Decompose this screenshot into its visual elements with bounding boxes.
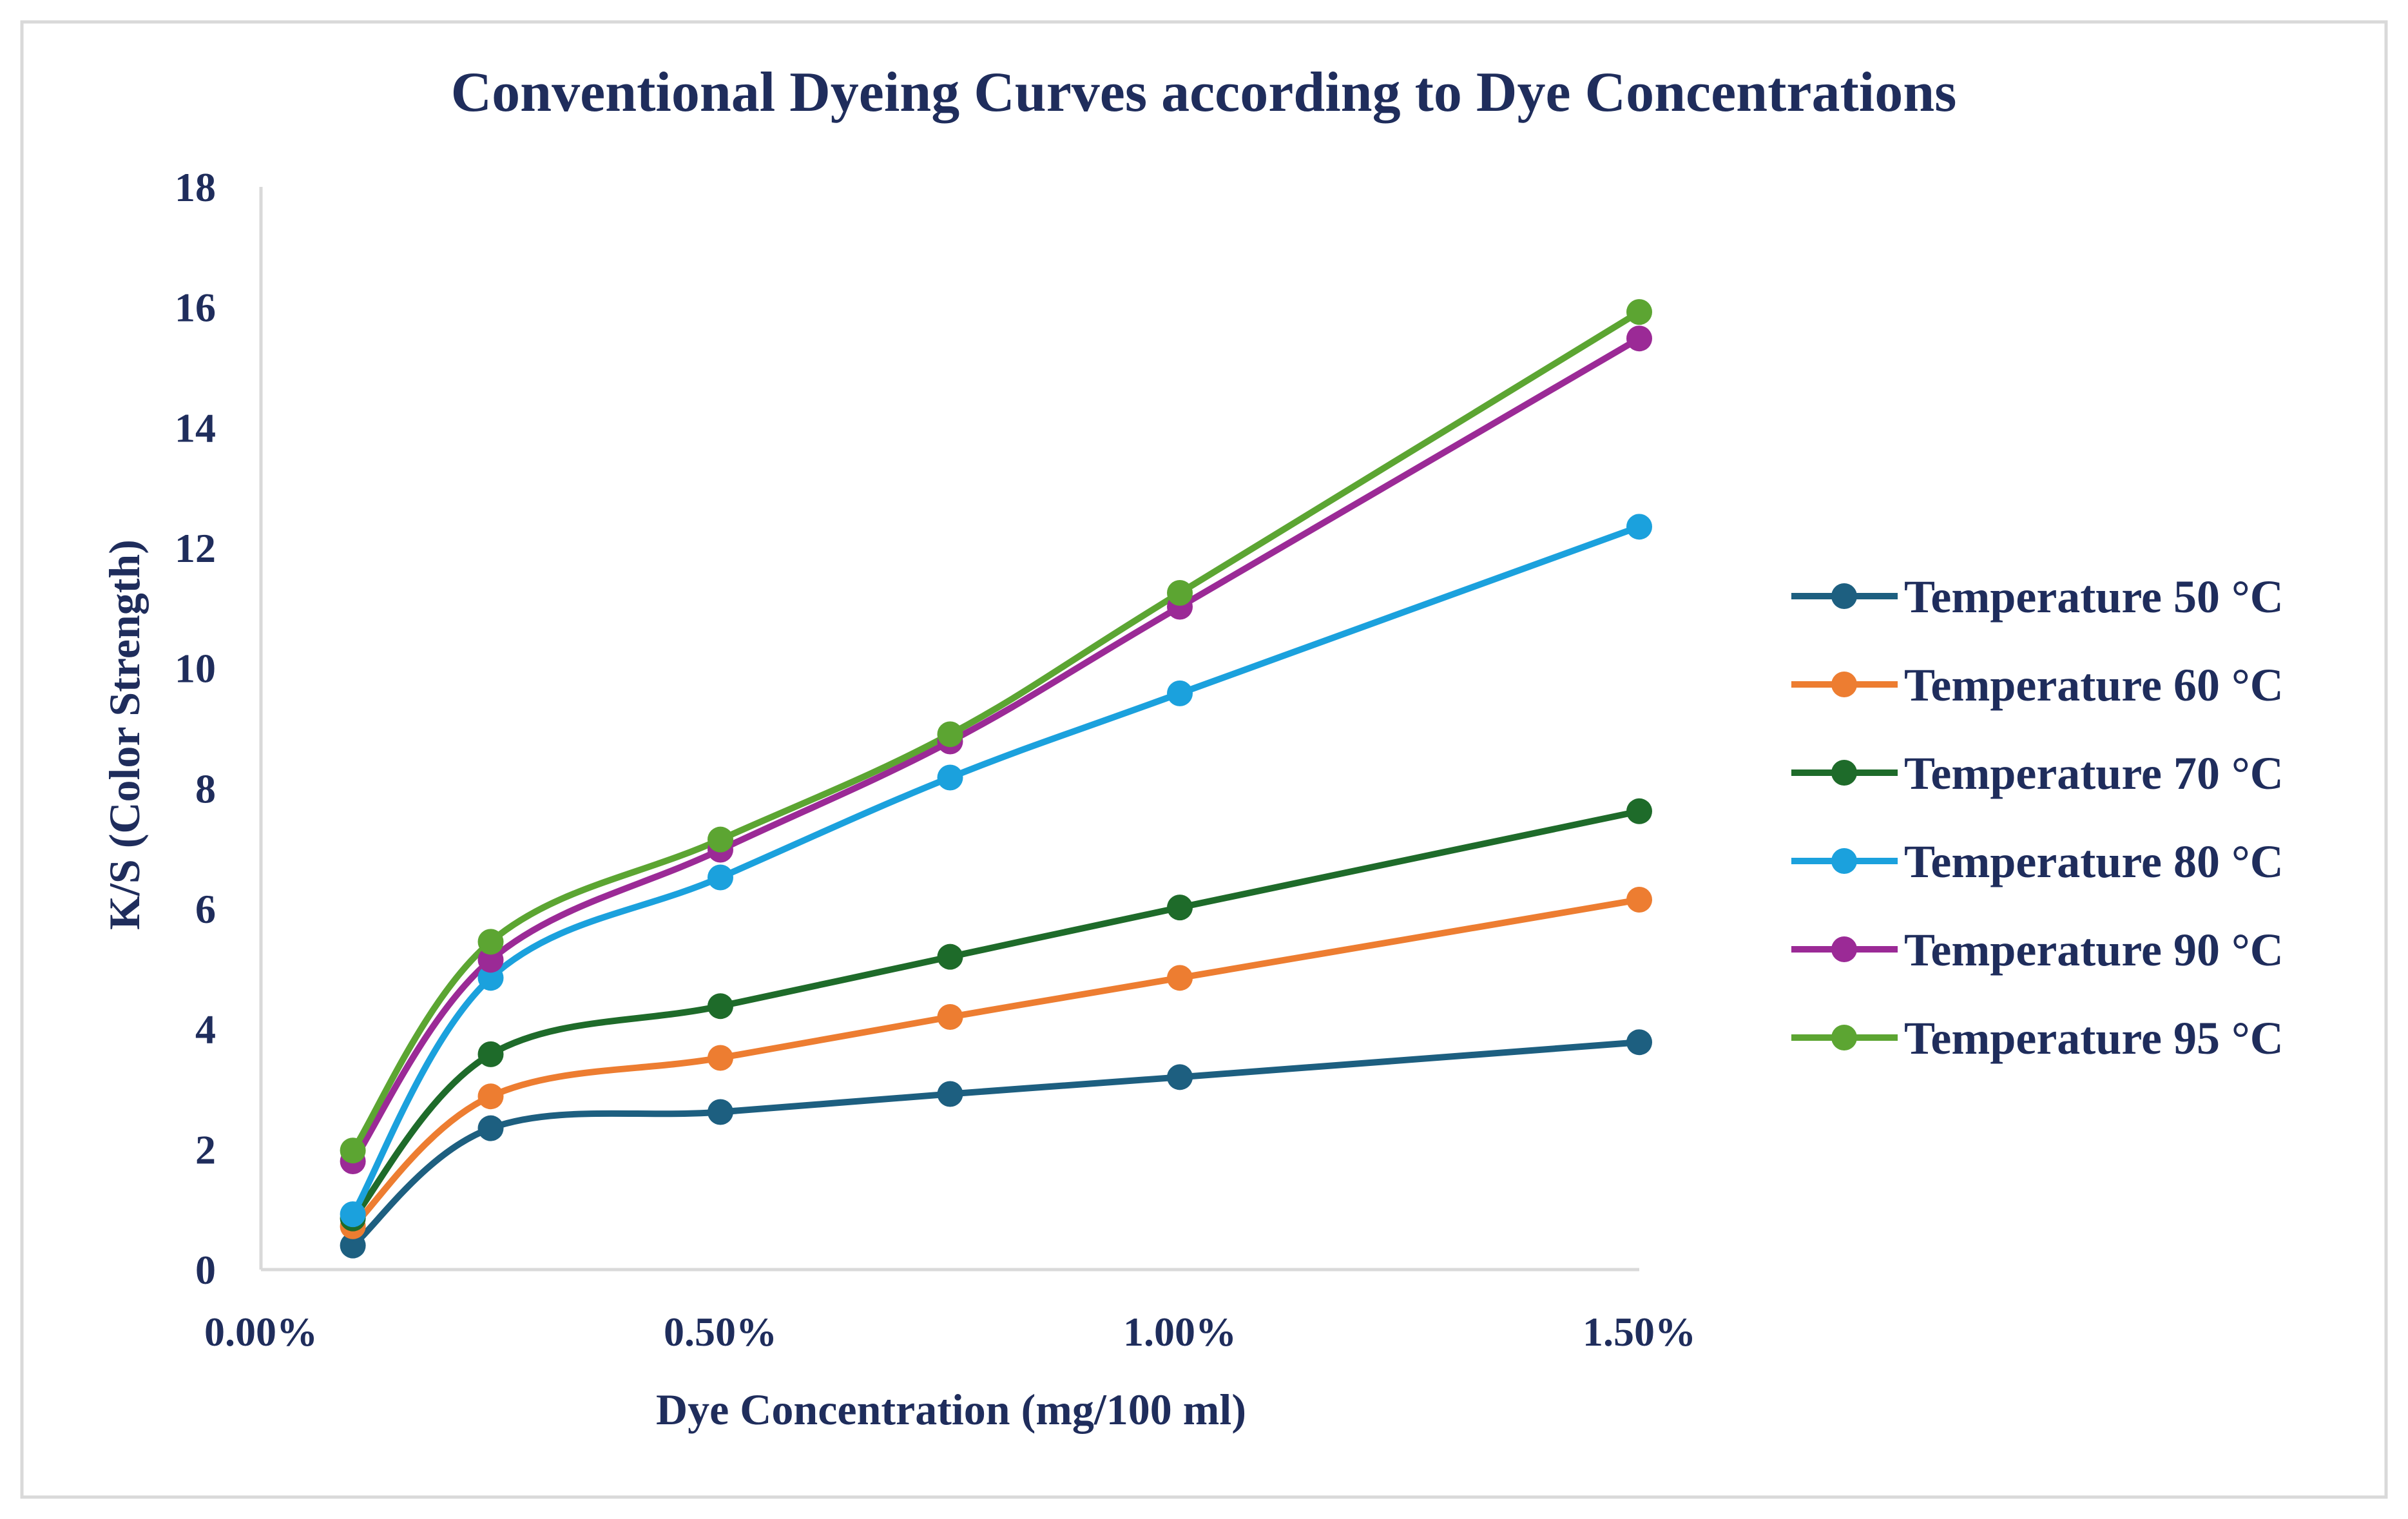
data-point-s6-6: [1626, 299, 1652, 325]
y-tick-label: 2: [195, 1127, 216, 1172]
data-point-s5-6: [1626, 325, 1652, 352]
series-points: [340, 299, 1652, 1259]
y-tick-labels: 0 2 4 6 8 10 12 14 16 18: [175, 164, 216, 1293]
y-tick-label: 14: [175, 405, 216, 450]
data-point-s2-3: [708, 1045, 733, 1071]
data-point-s4-1: [340, 1201, 366, 1228]
x-tick-label: 0.50%: [664, 1309, 777, 1355]
data-point-s1-4: [937, 1081, 963, 1107]
legend-label-2: Temperature 60 °C: [1904, 659, 2284, 711]
legend-marker-4: [1831, 848, 1857, 874]
data-point-s4-2: [477, 965, 504, 991]
y-tick-label: 18: [175, 164, 216, 210]
y-tick-label: 16: [175, 285, 216, 331]
data-point-s1-1: [340, 1232, 366, 1259]
legend-label-4: Temperature 80 °C: [1904, 836, 2284, 887]
x-axis-title: Dye Concentration (mg/100 ml): [656, 1385, 1246, 1434]
legend-marker-2: [1831, 672, 1857, 697]
data-point-s2-5: [1167, 965, 1193, 991]
y-tick-label: 0: [195, 1247, 216, 1293]
x-tick-label: 1.00%: [1123, 1309, 1237, 1355]
chart-title: Conventional Dyeing Curves according to …: [451, 61, 1957, 124]
y-tick-label: 4: [195, 1007, 216, 1052]
legend-label-5: Temperature 90 °C: [1904, 924, 2284, 976]
data-point-s6-1: [340, 1137, 366, 1164]
data-point-s3-5: [1167, 895, 1193, 921]
legend: Temperature 50 °C Temperature 60 °C Temper…: [1791, 571, 2284, 1064]
data-point-s2-4: [937, 1004, 963, 1030]
data-point-s4-3: [708, 864, 733, 891]
data-point-s3-2: [477, 1041, 504, 1067]
y-tick-label: 12: [175, 525, 216, 571]
legend-label-1: Temperature 50 °C: [1904, 571, 2284, 623]
data-point-s6-2: [477, 929, 504, 955]
data-point-s5-2: [477, 947, 504, 973]
legend-label-6: Temperature 95 °C: [1904, 1012, 2284, 1064]
data-point-s3-4: [937, 943, 963, 970]
data-point-s3-6: [1626, 798, 1652, 824]
data-point-s3-3: [708, 993, 733, 1020]
data-point-s1-5: [1167, 1064, 1193, 1090]
x-tick-labels: 0.00% 0.50% 1.00% 1.50%: [204, 1309, 1696, 1355]
data-point-s6-4: [937, 721, 963, 748]
data-point-s1-2: [477, 1115, 504, 1141]
data-point-s1-6: [1626, 1029, 1652, 1056]
y-axis-title: K/S (Color Strength): [100, 539, 149, 930]
data-point-s6-5: [1167, 580, 1193, 606]
data-point-s2-2: [477, 1083, 504, 1110]
x-tick-label: 0.00%: [204, 1309, 318, 1355]
y-tick-label: 10: [175, 646, 216, 692]
data-point-s4-4: [937, 764, 963, 791]
data-point-s6-3: [708, 826, 733, 853]
data-point-s4-6: [1626, 514, 1652, 540]
legend-marker-1: [1831, 583, 1857, 609]
data-point-s2-6: [1626, 887, 1652, 913]
chart-border: [20, 20, 2388, 1499]
legend-marker-5: [1831, 936, 1857, 962]
x-tick-label: 1.50%: [1583, 1309, 1696, 1355]
legend-marker-3: [1831, 760, 1857, 786]
data-point-s4-5: [1167, 680, 1193, 706]
legend-marker-6: [1831, 1025, 1857, 1050]
y-tick-label: 8: [195, 766, 216, 811]
data-point-s1-3: [708, 1099, 733, 1125]
y-tick-label: 6: [195, 886, 216, 932]
legend-label-3: Temperature 70 °C: [1904, 748, 2284, 799]
series-line-4: [349, 523, 1642, 1218]
